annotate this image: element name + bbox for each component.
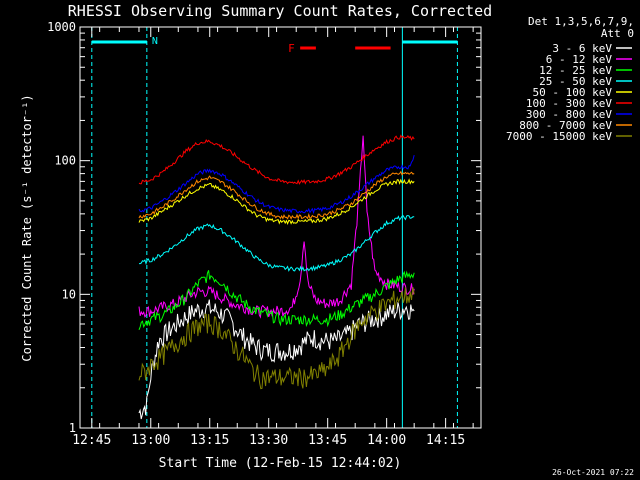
legend-label: 50 - 100 keV [533, 86, 613, 99]
plot-frame [79, 26, 482, 429]
series-12-25keV [138, 270, 415, 330]
legend-label: 800 - 7000 keV [519, 119, 612, 132]
legend-label: 100 - 300 keV [526, 97, 612, 110]
series-25-50keV [139, 214, 415, 272]
y-tick-label: 10 [62, 287, 76, 301]
flare-marker: F [288, 42, 295, 55]
axes: 1 10 100 1000 12:45 13:00 13:15 13:30 13:45 14:00… [47, 20, 482, 448]
legend-label: 6 - 12 keV [546, 53, 613, 66]
series-line [138, 134, 415, 185]
legend-label: 300 - 800 keV [526, 108, 612, 121]
series-line [139, 214, 415, 272]
series-line [138, 135, 415, 319]
y-axis-label: Corrected Count Rate (s⁻¹ detector⁻¹) [20, 94, 34, 361]
plot-area [91, 27, 458, 428]
series-line [138, 170, 415, 220]
series-800-7000keV [138, 170, 415, 220]
series-6-12keV [138, 135, 415, 319]
x-axis-label: Start Time (12-Feb-15 12:44:02) [159, 456, 402, 471]
series-100-300keV [138, 134, 415, 185]
y-tick-label: 1000 [47, 20, 76, 34]
x-tick-label: 12:45 [72, 433, 111, 448]
x-tick-label: 13:15 [190, 433, 229, 448]
legend-label: 7000 - 15000 keV [506, 130, 612, 143]
series-line [138, 154, 415, 215]
x-tick-label: 14:15 [426, 433, 465, 448]
x-tick-label: 13:30 [249, 433, 288, 448]
y-tick-label: 1 [69, 421, 76, 435]
legend-label: 3 - 6 keV [552, 42, 612, 55]
legend-label: 12 - 25 keV [539, 64, 612, 77]
timestamp: 26-Oct-2021 07:22 [552, 468, 634, 477]
series-line [138, 287, 415, 390]
series-3-6keV [138, 299, 415, 420]
x-tick-label: 13:00 [131, 433, 170, 448]
legend-header-attenuator: Att 0 [601, 27, 634, 40]
legend-header-detectors: Det 1,3,5,6,7,9, [528, 15, 634, 28]
night-marker: N [152, 36, 158, 47]
chart-title: RHESSI Observing Summary Count Rates, Co… [68, 2, 492, 20]
series-line [138, 270, 415, 330]
series-line [138, 299, 415, 420]
series-7000-15000keV [138, 287, 415, 390]
x-tick-label: 14:00 [367, 433, 406, 448]
x-tick-label: 13:45 [308, 433, 347, 448]
series-300-800keV [138, 154, 415, 215]
y-tick-label: 100 [54, 154, 76, 168]
series-50-100keV [138, 178, 415, 225]
series-line [138, 178, 415, 225]
legend-label: 25 - 50 keV [539, 75, 612, 88]
